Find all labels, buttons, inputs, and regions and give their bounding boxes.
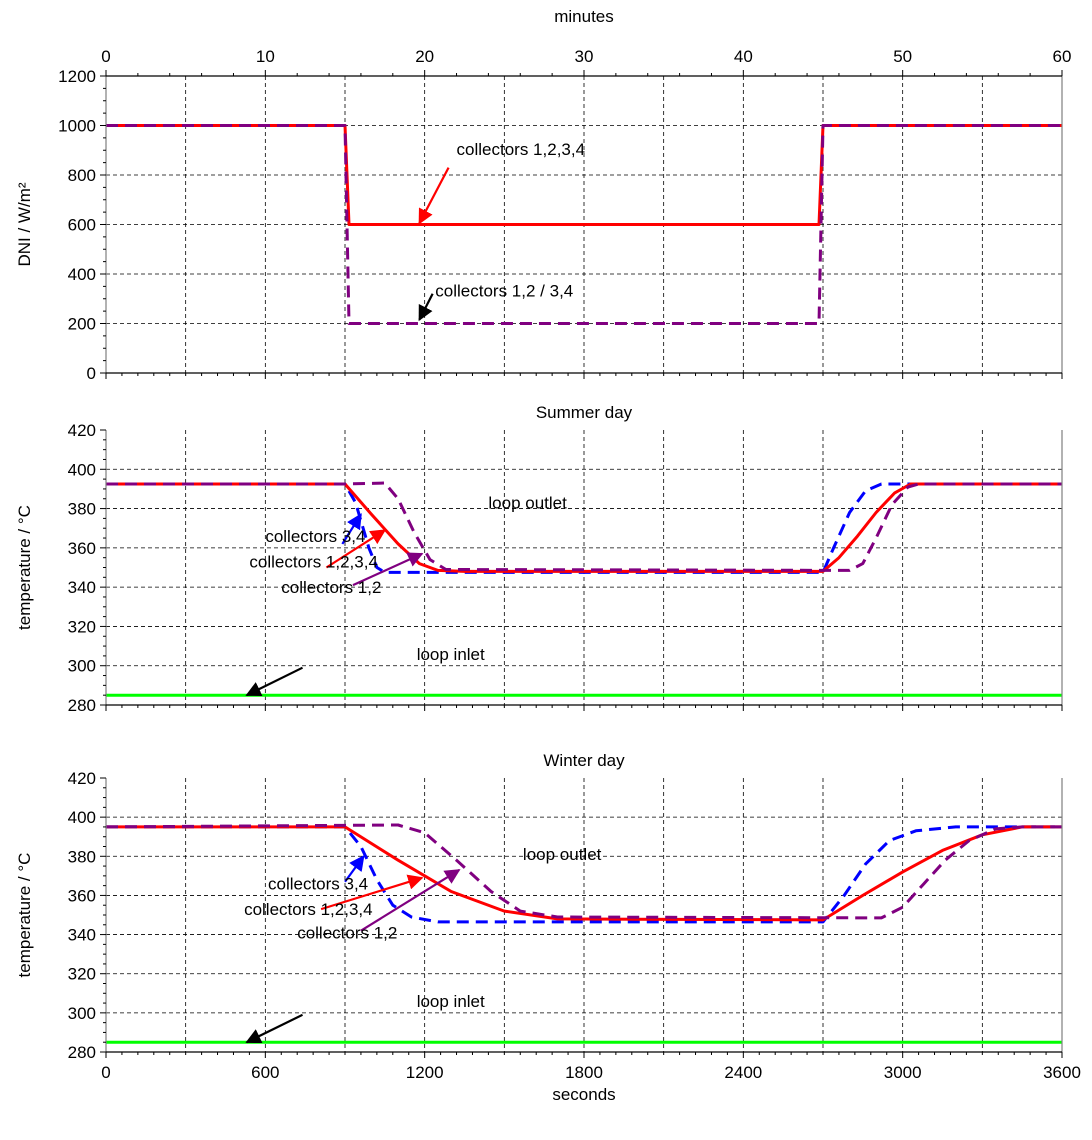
x-tick-label: 0 <box>101 1063 110 1082</box>
x-axis-title: seconds <box>552 1085 615 1104</box>
y-tick-label: 200 <box>68 315 96 334</box>
annotation-label: collectors 1,2,3,4 <box>249 553 378 572</box>
annotation-arrow <box>341 513 362 545</box>
annotation-arrow <box>352 552 424 587</box>
y-tick-label: 0 <box>87 364 96 383</box>
series-line-s_1234 <box>106 482 1062 573</box>
y-tick-label: 340 <box>68 578 96 597</box>
y-tick-label: 280 <box>68 696 96 715</box>
y-axis-title: temperature / °C <box>15 505 34 630</box>
top-x-tick-label: 60 <box>1053 47 1072 66</box>
y-tick-label: 400 <box>68 460 96 479</box>
annotation-label: collectors 1,2 / 3,4 <box>435 281 573 300</box>
annotation-arrow <box>245 666 303 697</box>
annotation-label: loop outlet <box>523 845 602 864</box>
y-tick-label: 320 <box>68 965 96 984</box>
y-tick-label: 1200 <box>58 67 96 86</box>
y-tick-label: 380 <box>68 500 96 519</box>
annotation-arrow <box>418 167 450 225</box>
annotation-arrow <box>245 1013 303 1044</box>
annotation-label: loop inlet <box>417 645 485 664</box>
y-tick-label: 280 <box>68 1043 96 1062</box>
y-tick-label: 420 <box>68 421 96 440</box>
y-tick-label: 400 <box>68 265 96 284</box>
y-axis-title: DNI / W/m² <box>15 182 34 266</box>
y-tick-label: 300 <box>68 1004 96 1023</box>
annotation-arrow <box>360 869 461 932</box>
y-tick-label: 380 <box>68 847 96 866</box>
y-tick-label: 420 <box>68 769 96 788</box>
panel-title: Summer day <box>536 403 633 422</box>
x-tick-label: 600 <box>251 1063 279 1082</box>
top-x-tick-label: 0 <box>101 47 110 66</box>
annotation-label: loop outlet <box>488 494 567 513</box>
y-tick-label: 360 <box>68 886 96 905</box>
annotation-label: collectors 1,2 <box>281 578 381 597</box>
annotation-label: collectors 3,4 <box>268 875 368 894</box>
annotation-label: collectors 1,2,3,4 <box>244 900 373 919</box>
series-line-w_12 <box>105 823 1062 920</box>
y-axis-title: temperature / °C <box>15 853 34 978</box>
x-tick-label: 3000 <box>884 1063 922 1082</box>
x-tick-label: 1200 <box>406 1063 444 1082</box>
annotation-label: collectors 1,2,3,4 <box>457 140 586 159</box>
series-line-dni_12_34 <box>106 124 1062 325</box>
series-line-w_34 <box>106 825 1062 924</box>
annotation-arrow <box>418 293 434 322</box>
annotation-label: collectors 1,2 <box>297 923 397 942</box>
x-tick-label: 1800 <box>565 1063 603 1082</box>
annotation-arrow <box>325 529 387 569</box>
y-tick-label: 1000 <box>58 117 96 136</box>
top-x-tick-label: 20 <box>415 47 434 66</box>
top-x-tick-label: 10 <box>256 47 275 66</box>
x-tick-label: 3600 <box>1043 1063 1081 1082</box>
y-tick-label: 300 <box>68 657 96 676</box>
top-x-tick-label: 30 <box>575 47 594 66</box>
y-tick-label: 600 <box>68 216 96 235</box>
top-x-tick-label: 40 <box>734 47 753 66</box>
y-tick-label: 340 <box>68 926 96 945</box>
y-tick-label: 360 <box>68 539 96 558</box>
annotation-arrow <box>344 855 365 883</box>
top-x-axis-title: minutes <box>554 7 614 26</box>
y-tick-label: 400 <box>68 808 96 827</box>
panel-title: Winter day <box>543 751 625 770</box>
annotation-label: loop inlet <box>417 992 485 1011</box>
y-tick-label: 800 <box>68 166 96 185</box>
top-x-tick-label: 50 <box>893 47 912 66</box>
annotation-arrow <box>320 874 424 911</box>
y-tick-label: 320 <box>68 617 96 636</box>
x-tick-label: 2400 <box>724 1063 762 1082</box>
annotation-label: collectors 3,4 <box>265 527 365 546</box>
